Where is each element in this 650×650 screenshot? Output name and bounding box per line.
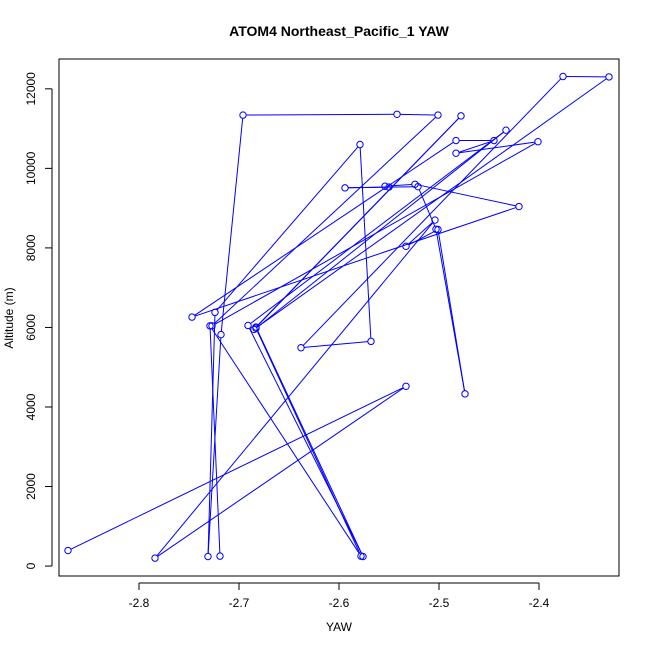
series-line-segment — [359, 147, 372, 339]
data-point — [250, 325, 258, 334]
series-line-segment — [256, 329, 363, 554]
series-line-segment — [209, 329, 221, 553]
series-line-segment — [207, 315, 216, 554]
data-point — [341, 184, 349, 192]
data-point — [559, 72, 567, 81]
x-tick-label: -2.5 — [429, 596, 450, 610]
series-line-segment — [400, 113, 435, 116]
y-axis: 0 2000 4000 6000 8000 10000 12000 — [24, 72, 53, 569]
data-point — [367, 337, 375, 346]
data-point — [461, 390, 469, 398]
x-tick-label: -2.4 — [529, 596, 550, 610]
data-point — [252, 324, 260, 332]
series-line-segment — [256, 330, 361, 554]
x-axis-label: YAW — [326, 620, 353, 634]
data-point — [206, 322, 214, 330]
data-point — [402, 242, 410, 251]
y-tick-label: 4000 — [24, 393, 38, 420]
series-line-segment — [211, 328, 360, 554]
series-line-segment — [157, 387, 404, 557]
series-line-segment — [246, 113, 394, 116]
data-point — [297, 344, 305, 352]
y-tick-label: 8000 — [24, 234, 38, 261]
series-line-segment — [436, 232, 465, 391]
series-line-segment — [70, 387, 404, 550]
series-line-segment — [408, 221, 433, 245]
x-tick-label: -2.6 — [329, 596, 350, 610]
data-point — [188, 313, 196, 321]
data-point — [204, 552, 212, 561]
data-point — [244, 321, 252, 330]
series-line-segment — [302, 78, 562, 346]
data-point — [356, 140, 364, 149]
data-point — [605, 73, 613, 81]
series-line-segment — [194, 141, 454, 316]
series-line-segment — [418, 184, 516, 207]
series-line-segment — [207, 337, 222, 554]
plot-frame — [58, 58, 620, 577]
data-point — [452, 149, 460, 157]
data-point — [385, 183, 393, 191]
y-tick-label: 10000 — [24, 151, 38, 185]
data-point — [208, 322, 216, 330]
data-point — [534, 138, 542, 146]
series-line-segment — [194, 207, 517, 317]
data-point — [490, 136, 498, 145]
data-point — [217, 330, 225, 339]
series-line-segment — [304, 341, 368, 348]
y-tick-label: 0 — [24, 562, 38, 569]
data-point — [151, 554, 159, 562]
chart-title: ATOM4 Northeast_Pacific_1 YAW — [229, 23, 449, 39]
data-point — [64, 546, 72, 555]
data-point — [452, 136, 460, 145]
data-point — [431, 216, 439, 224]
data-point — [357, 552, 365, 560]
y-tick-label: 2000 — [24, 473, 38, 500]
series-line-segment — [459, 141, 535, 154]
series-line-segment — [256, 78, 607, 328]
series-line-segment — [458, 141, 492, 153]
series-line-segment — [220, 118, 244, 332]
y-tick-label: 12000 — [24, 72, 38, 106]
series-line-segment — [348, 186, 386, 189]
data-point — [381, 182, 389, 190]
data-point — [411, 180, 419, 188]
data-point — [402, 382, 410, 391]
y-axis-label: Altitude (m) — [2, 287, 16, 348]
data-point — [502, 126, 510, 134]
data-point — [216, 552, 224, 560]
series-line-segment — [213, 116, 437, 325]
data-point — [393, 110, 401, 118]
y-tick-label: 6000 — [24, 314, 38, 341]
data-point — [211, 308, 219, 317]
data-point — [515, 202, 523, 211]
data-point — [457, 112, 465, 120]
series-line-segment — [258, 131, 504, 327]
series-layer — [64, 72, 613, 562]
x-tick-label: -2.7 — [229, 596, 250, 610]
series-line-segment — [257, 117, 460, 326]
data-point — [239, 111, 247, 119]
data-point — [432, 225, 440, 233]
x-axis: -2.8 -2.7 -2.6 -2.5 -2.4 — [129, 582, 550, 610]
data-point — [434, 111, 442, 119]
x-tick-label: -2.8 — [129, 596, 150, 610]
series-line-segment — [250, 131, 504, 324]
series-line-segment — [216, 146, 359, 311]
series-line-segment — [156, 222, 434, 556]
